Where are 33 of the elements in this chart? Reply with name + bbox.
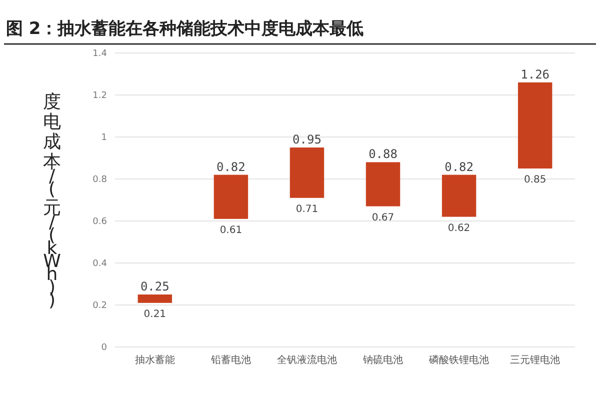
bar [290, 148, 324, 198]
y-tick-label: 1 [101, 133, 107, 144]
y-tick-label: 0.2 [92, 301, 107, 312]
bar [214, 174, 248, 219]
y-tick-label: 1.2 [92, 91, 107, 102]
bar [138, 294, 172, 303]
bar [518, 82, 552, 168]
annotation: 0.67 [372, 212, 394, 224]
annotation: 0.95 [292, 132, 322, 146]
y-tick-label: 0 [101, 343, 108, 354]
x-tick-label: 钠硫电池 [362, 354, 404, 366]
x-tick-label: 磷酸铁锂电池 [428, 354, 490, 366]
annotation: 0.88 [368, 147, 398, 162]
x-tick-label: 全钒液流电池 [276, 354, 337, 366]
annotation: 0.21 [144, 308, 166, 320]
annotation: 0.82 [444, 160, 474, 174]
y-tick-label: 0.4 [92, 259, 108, 270]
annotation: 1.26 [520, 67, 550, 82]
x-tick-label: 铅蓄电池 [210, 354, 251, 366]
annotation: 0.71 [296, 204, 318, 215]
y-tick-label: 0.6 [92, 217, 108, 228]
annotation: 0.62 [448, 222, 470, 234]
bar [366, 162, 400, 206]
chart-title: 图 2：抽水蓄能在各种储能技术中度电成本最低 [6, 19, 364, 39]
bar [442, 174, 476, 217]
y-tick-label: 0.8 [92, 175, 108, 186]
annotation: 0.82 [216, 160, 246, 174]
x-tick-label: 抽水蓄能 [134, 354, 175, 366]
annotation: 0.61 [220, 224, 242, 236]
y-tick-label: 1.4 [92, 49, 108, 60]
x-tick-label: 三元锂电池 [510, 354, 560, 366]
annotation: 0.85 [524, 174, 546, 186]
annotation: 0.25 [140, 280, 170, 294]
